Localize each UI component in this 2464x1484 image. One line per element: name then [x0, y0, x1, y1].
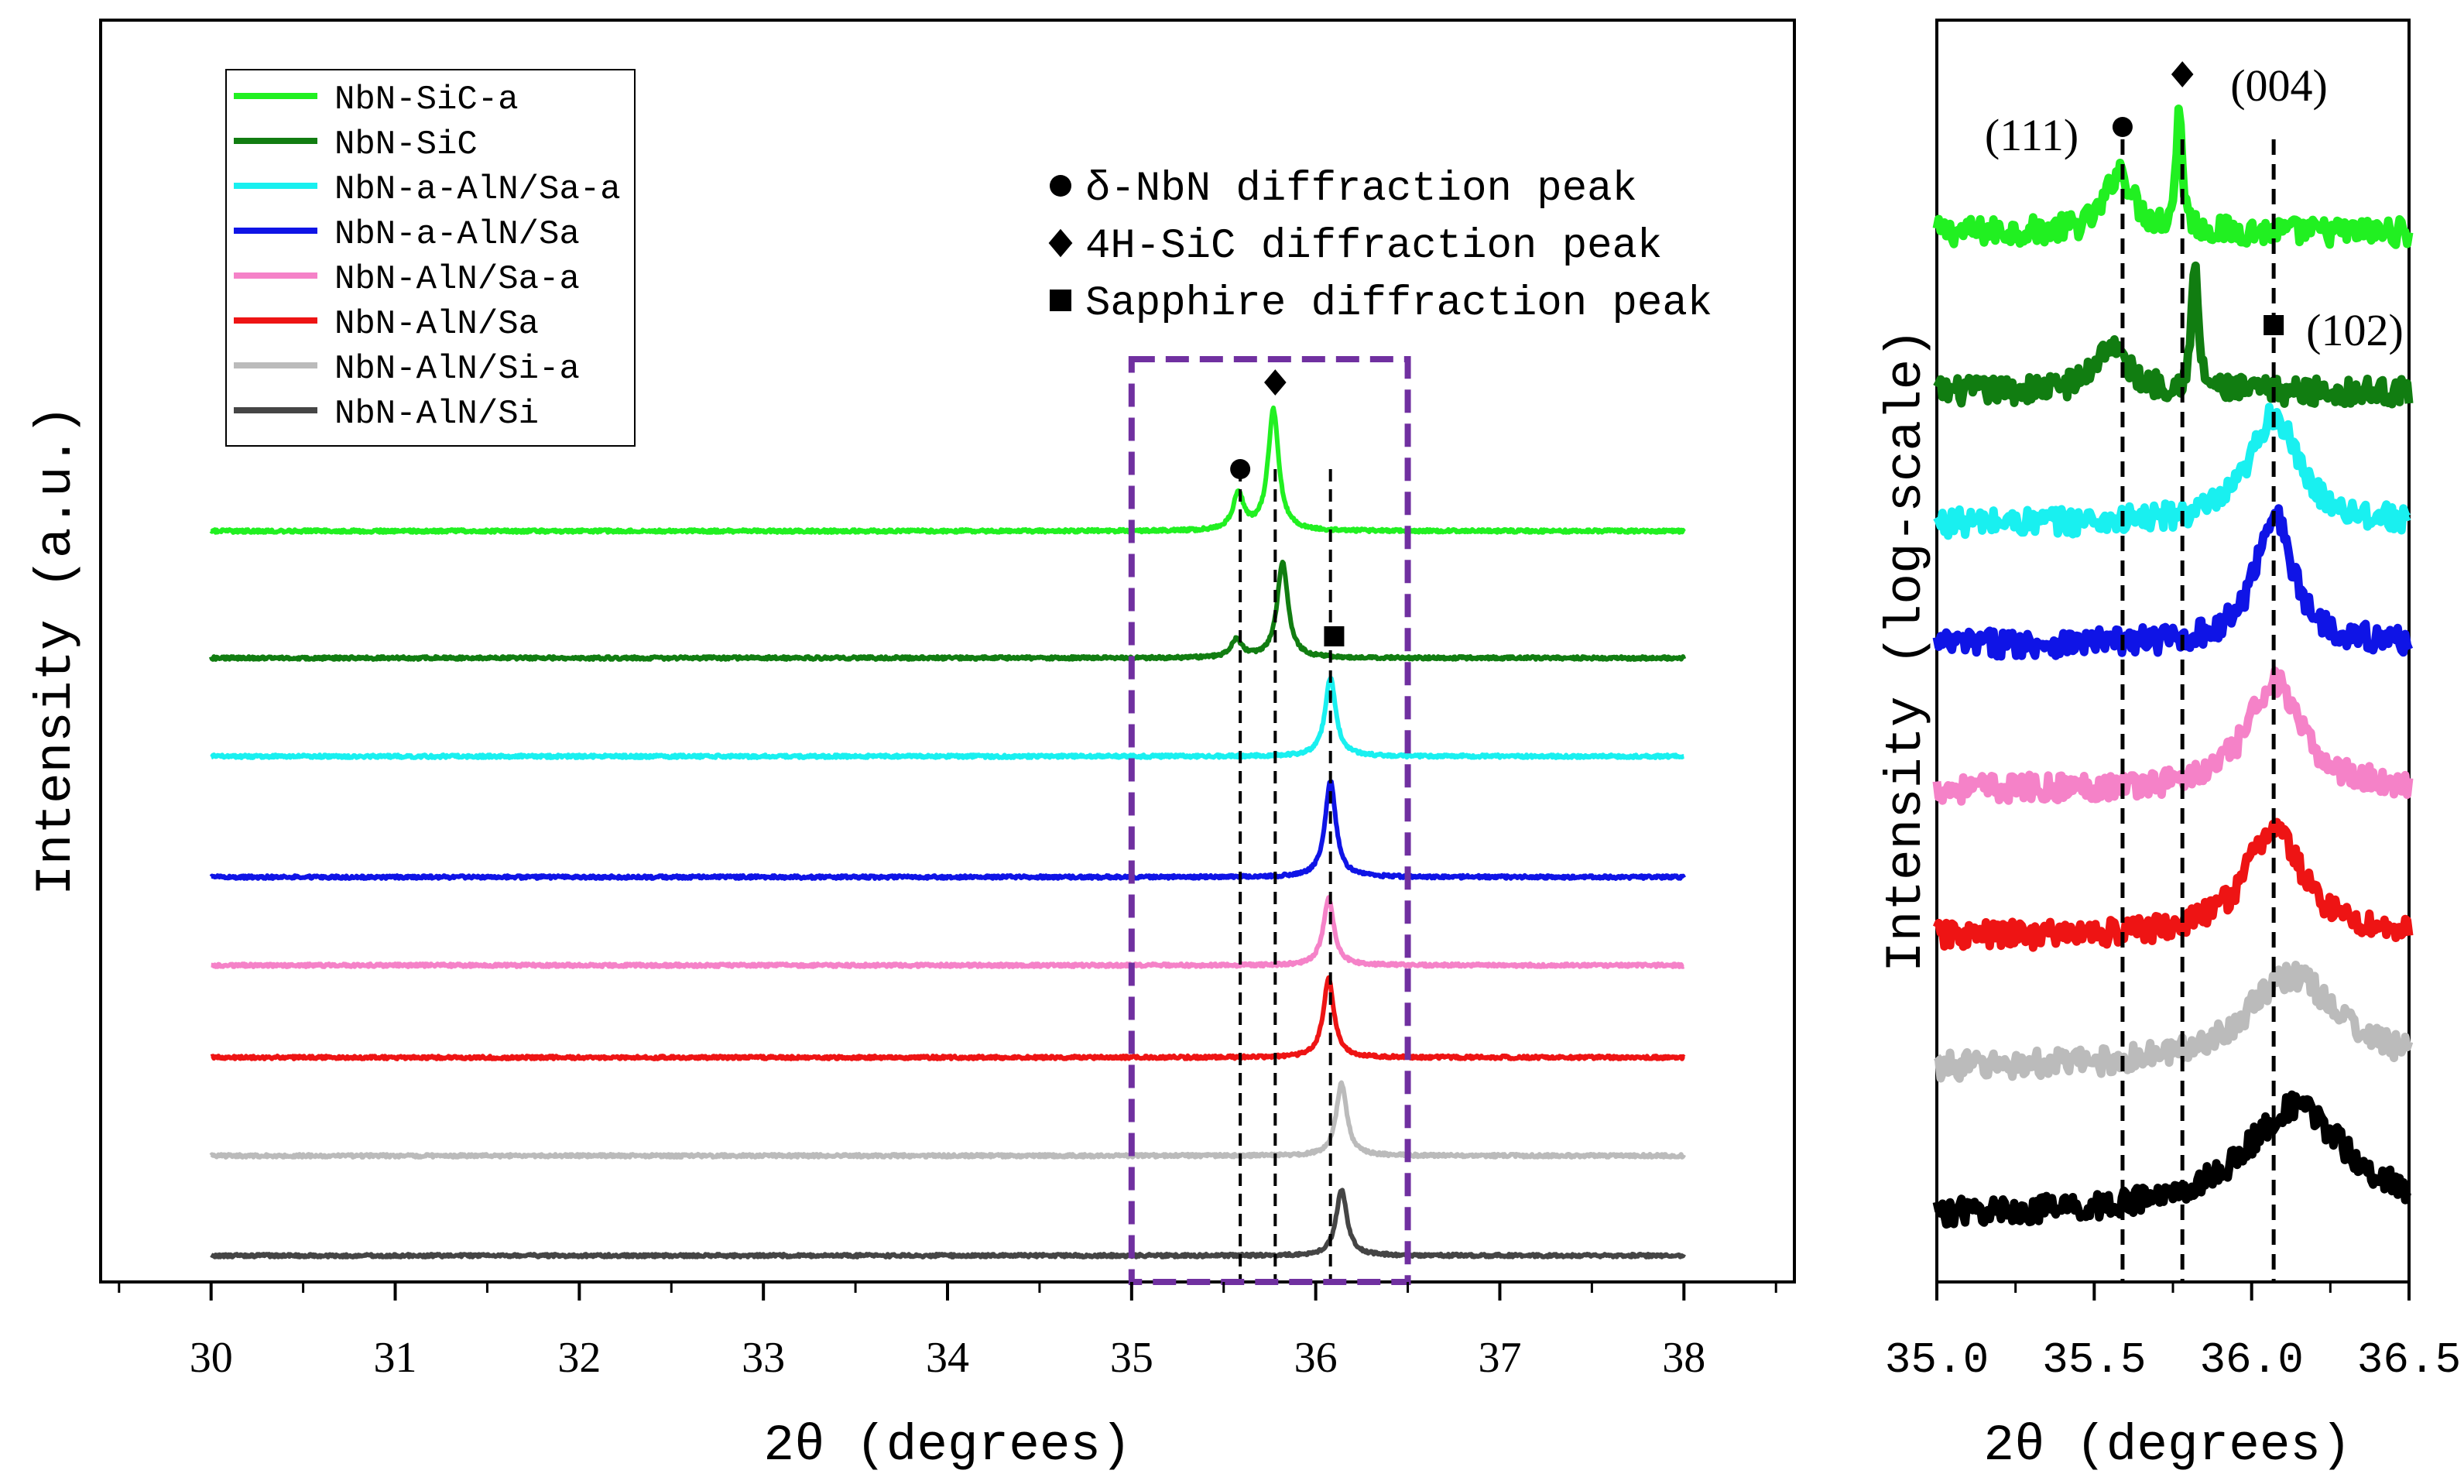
legend-label: NbN-a-AlN/Sa — [334, 215, 580, 254]
marker-legend: δ-NbN diffraction peak 4H-SiC diffraction… — [1048, 166, 1712, 327]
right-panel: (111) (004) (102) 35.0 35.5 36.0 36.5 2θ (deg… — [1877, 19, 2461, 1475]
right-peak-annotations: (111) (004) (102) — [1985, 60, 2404, 355]
trace-nbn-sic-a-log — [1932, 105, 2414, 249]
trace-nbn-a-aln-sa-log — [1932, 504, 2414, 661]
trace-nbn-aln-sa-a-log — [1932, 667, 2414, 806]
legend-label: NbN-AlN/Sa — [334, 305, 539, 344]
series-legend: NbN-SiC-a NbN-SiC NbN-a-AlN/Sa-a NbN-a-AlN/… — [225, 69, 636, 447]
right-traces — [1932, 105, 2414, 1229]
x-tick-label: 36.0 — [2199, 1335, 2303, 1385]
left-y-axis-label: Intensity (a.u.) — [27, 405, 85, 896]
legend-label: NbN-SiC — [334, 125, 478, 164]
circle-peak-marker-icon — [1230, 459, 1251, 479]
left-reference-lines — [1239, 469, 1332, 1282]
trace-nbn-sic — [208, 560, 1687, 662]
trace-nbn-aln-si-a — [209, 1080, 1686, 1160]
circle-annotation-icon — [2112, 117, 2133, 137]
x-tick-label: 35.5 — [2042, 1335, 2146, 1385]
circle-legend-icon — [1050, 175, 1071, 197]
right-y-axis-label: Intensity (log-scale) — [1877, 328, 1935, 972]
left-traces — [208, 405, 1687, 1260]
series-legend-box — [225, 69, 636, 447]
right-x-axis-ticks: 35.0 35.5 36.0 36.5 — [1885, 1282, 2461, 1385]
highlight-box — [1128, 356, 1411, 1285]
right-reference-lines — [2120, 139, 2276, 1282]
legend-label: NbN-SiC-a — [334, 81, 519, 119]
marker-legend-label: δ-NbN diffraction peak — [1085, 166, 1637, 213]
legend-label: NbN-AlN/Si-a — [334, 350, 580, 389]
x-tick-label: 36.5 — [2357, 1335, 2461, 1385]
x-tick-label: 30 — [190, 1334, 233, 1382]
x-tick-label: 33 — [742, 1334, 785, 1382]
x-tick-label: 31 — [374, 1334, 417, 1382]
x-tick-label: 32 — [557, 1334, 601, 1382]
trace-nbn-aln-sa — [209, 975, 1686, 1061]
trace-nbn-sic-log — [1933, 261, 2414, 409]
square-annotation-icon — [2264, 315, 2284, 335]
x-tick-label: 35 — [1110, 1334, 1153, 1382]
square-legend-icon — [1050, 290, 1071, 311]
series-legend-entries: NbN-SiC-a NbN-SiC NbN-a-AlN/Sa-a NbN-a-AlN/… — [234, 81, 621, 434]
diamond-legend-icon — [1048, 228, 1073, 258]
trace-nbn-a-aln-sa-a — [209, 676, 1686, 760]
trace-nbn-a-aln-sa-a-log — [1933, 403, 2412, 540]
peak-index-label: (004) — [2230, 60, 2328, 111]
trace-nbn-sic-a — [209, 405, 1686, 535]
legend-label: NbN-AlN/Sa-a — [334, 260, 580, 299]
marker-legend-label: 4H-SiC diffraction peak — [1085, 223, 1662, 270]
trace-nbn-aln-sa-a — [209, 895, 1686, 969]
right-x-axis-label: 2θ (degrees) — [1983, 1417, 2351, 1475]
diamond-peak-marker-icon — [1264, 369, 1287, 396]
left-x-axis-label: 2θ (degrees) — [763, 1417, 1131, 1475]
trace-nbn-aln-si-a-log — [1933, 961, 2414, 1083]
diamond-annotation-icon — [2171, 61, 2194, 87]
left-x-axis-ticks: 30 31 32 33 34 35 36 37 38 — [118, 1282, 1777, 1382]
left-panel: 30 31 32 33 34 35 36 37 38 NbN-SiC-a NbN-SiC NbN-a… — [27, 19, 1796, 1475]
trace-nbn-aln-si — [209, 1188, 1686, 1260]
trace-nbn-aln-sa-log — [1932, 817, 2414, 952]
left-peak-markers — [1230, 369, 1345, 646]
x-tick-label: 36 — [1294, 1334, 1338, 1382]
trace-nbn-aln-si-log — [1932, 1090, 2412, 1229]
legend-label: NbN-a-AlN/Sa-a — [334, 170, 621, 209]
x-tick-label: 35.0 — [1885, 1335, 1989, 1385]
x-tick-label: 37 — [1478, 1334, 1521, 1382]
marker-legend-label: Sapphire diffraction peak — [1085, 280, 1712, 327]
x-tick-label: 34 — [926, 1334, 969, 1382]
peak-index-label: (102) — [2306, 305, 2404, 355]
legend-label: NbN-AlN/Si — [334, 395, 539, 434]
trace-nbn-a-aln-sa — [209, 779, 1686, 881]
x-tick-label: 38 — [1662, 1334, 1705, 1382]
peak-index-label: (111) — [1985, 110, 2078, 160]
square-peak-marker-icon — [1324, 626, 1345, 646]
